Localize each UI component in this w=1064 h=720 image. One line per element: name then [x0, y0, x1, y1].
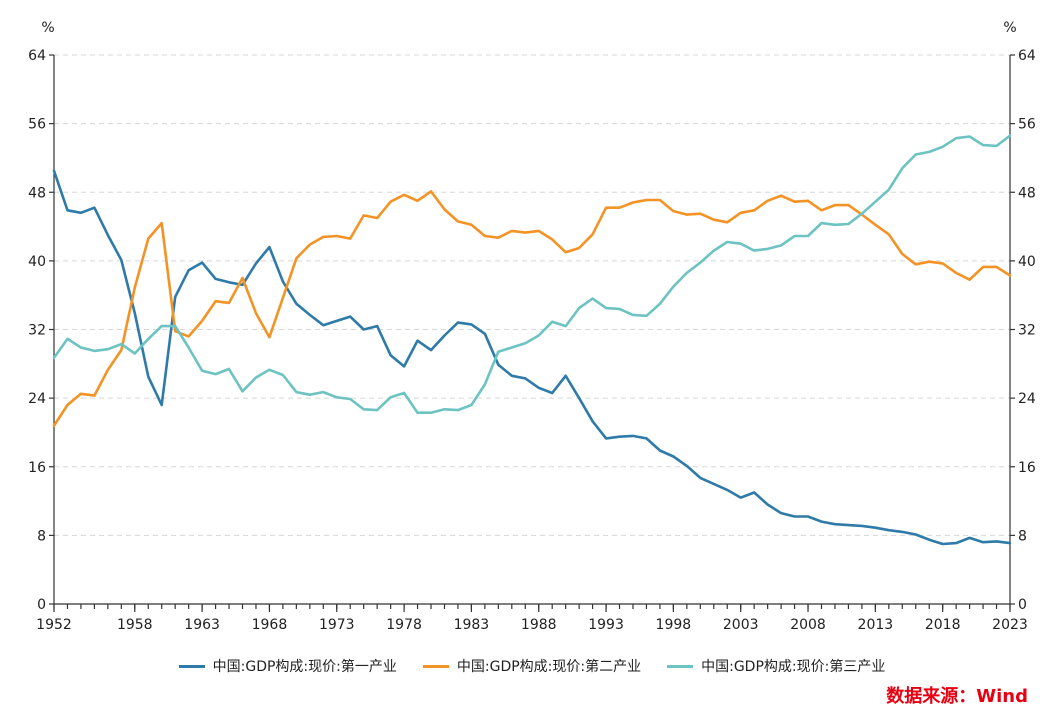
series-line-1 [52, 169, 1012, 546]
y-tick-label-right: 64 [1018, 48, 1036, 64]
y-tick-label-left: 64 [28, 48, 46, 64]
x-tick-label: 1993 [588, 617, 624, 633]
y-tick-label-left: 56 [28, 117, 46, 133]
x-tick-label: 2008 [790, 617, 826, 633]
gridlines [54, 54, 1010, 536]
legend-label-primary: 中国:GDP构成:现价:第一产业 [212, 659, 397, 675]
series-lines [52, 134, 1012, 546]
legend-item-secondary: 中国:GDP构成:现价:第二产业 [422, 656, 642, 676]
y-tick-label-right: 0 [1018, 597, 1027, 613]
x-tick-label: 2018 [925, 617, 961, 633]
y-tick-label-right: 24 [1018, 391, 1036, 407]
y-tick-label-right: 48 [1018, 185, 1036, 201]
y-tick-label-right: 8 [1018, 528, 1027, 544]
line-chart: 0 0 8 8 16 16 24 24 32 32 40 40 48 48 56 56 64 64 1952 1958… [28, 20, 1036, 633]
x-tick-label: 2013 [858, 617, 894, 633]
y-tick-label-left: 40 [28, 254, 46, 270]
x-tick-label: 2003 [723, 617, 759, 633]
legend-label-secondary: 中国:GDP构成:现价:第二产业 [456, 659, 642, 675]
legend: 中国:GDP构成:现价:第一产业 中国:GDP构成:现价:第二产业 中国:GDP… [0, 656, 1064, 676]
y-tick-label-left: 48 [28, 185, 46, 201]
x-tick-label: 1952 [36, 617, 72, 633]
y-tick-label-left: 0 [37, 597, 46, 613]
y-tick-label-right: 56 [1018, 117, 1036, 133]
x-tick-label: 1978 [386, 617, 422, 633]
x-tick-label: 2023 [992, 617, 1028, 633]
y-tick-label-right: 32 [1018, 323, 1036, 339]
series-line-3 [52, 134, 1012, 414]
x-tick-label: 1963 [184, 617, 220, 633]
legend-item-tertiary: 中国:GDP构成:现价:第三产业 [667, 656, 885, 676]
x-tick-label: 1958 [117, 617, 153, 633]
x-tick-label: 1968 [252, 617, 288, 633]
y-tick-label-left: 8 [37, 528, 46, 544]
legend-swatch-secondary [422, 664, 449, 668]
y-tick-label-left: 32 [28, 323, 46, 339]
legend-item-primary: 中国:GDP构成:现价:第一产业 [178, 656, 397, 676]
y-unit-right: % [1003, 20, 1016, 36]
y-unit-left: % [41, 20, 54, 36]
series-line-2 [52, 190, 1012, 427]
y-tick-label-left: 16 [28, 460, 46, 476]
legend-label-tertiary: 中国:GDP构成:现价:第三产业 [701, 659, 886, 675]
legend-swatch-primary [178, 664, 205, 668]
source-label: 数据来源：Wind [886, 686, 1028, 707]
x-tick-label: 1983 [454, 617, 490, 633]
x-tick-label: 1973 [319, 617, 355, 633]
x-tick-label: 1998 [656, 617, 692, 633]
y-tick-label-left: 24 [28, 391, 46, 407]
legend-swatch-tertiary [667, 664, 694, 668]
y-tick-label-right: 40 [1018, 254, 1036, 270]
x-tick-label: 1988 [521, 617, 557, 633]
y-tick-label-right: 16 [1018, 460, 1036, 476]
axes: 0 0 8 8 16 16 24 24 32 32 40 40 48 48 56 56 64 64 1952 1958… [28, 48, 1036, 633]
